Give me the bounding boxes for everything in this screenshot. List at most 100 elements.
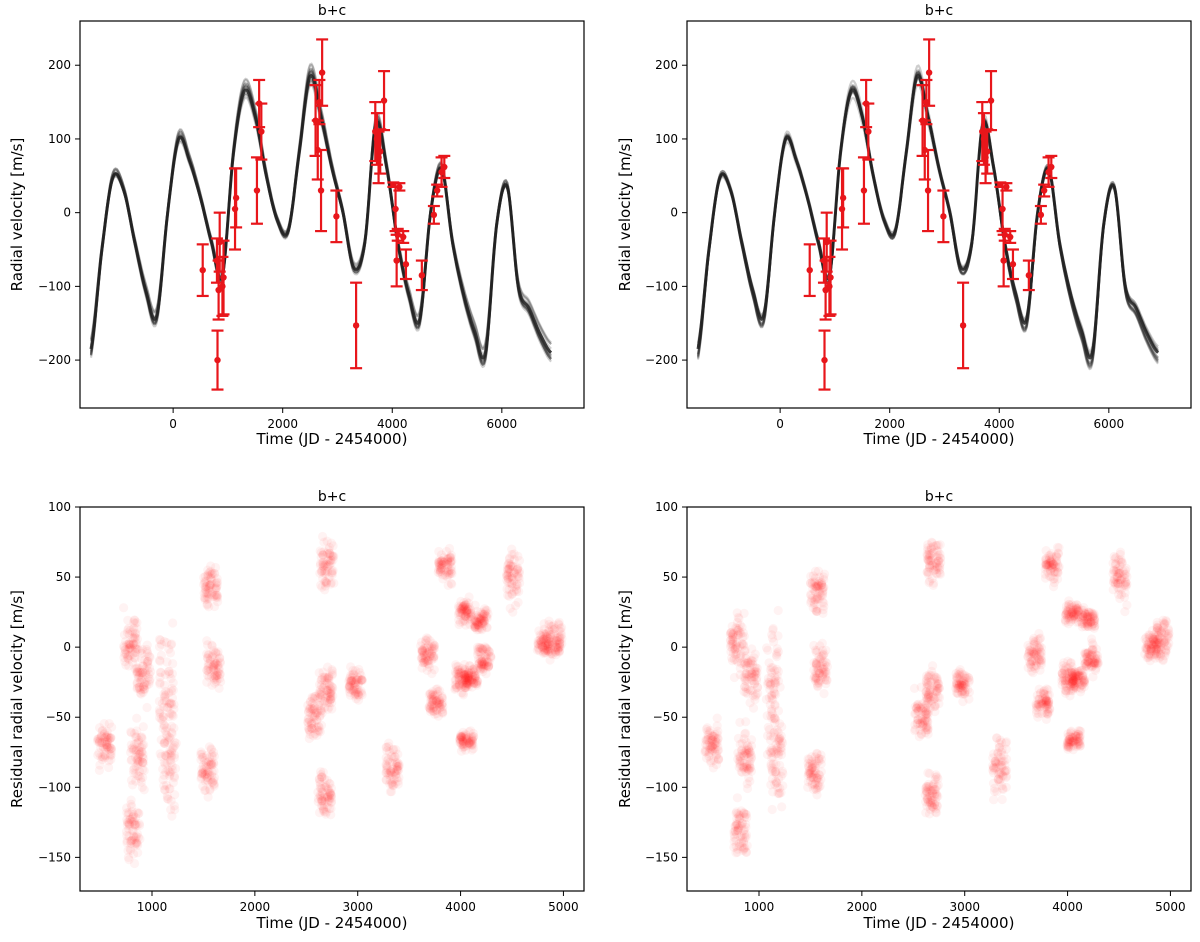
residual-point [463,676,473,687]
residual-point [456,739,466,750]
residual-point [447,579,457,589]
residual-point [383,770,393,780]
residual-point [166,686,176,696]
residual-point [163,703,173,713]
residual-point [166,748,177,758]
residual-point [166,674,176,684]
residual-point [321,781,331,791]
residual-point [429,652,439,662]
data-point [984,148,991,155]
residual-point [138,684,148,695]
residual-point [474,617,484,628]
residual-point [156,714,166,724]
data-point-errorbar [438,154,451,180]
residual-point [461,745,471,755]
residual-point [124,640,135,650]
residual-point [457,608,467,618]
residual-point [356,675,366,685]
residual-point [317,795,327,805]
residual-point [422,649,432,659]
residual-point [477,625,487,635]
residual-point [422,643,432,653]
residual-point [434,698,445,708]
residual-point [381,742,391,752]
residual-point [327,570,337,580]
x-tick-label: 4000 [1052,900,1083,914]
residual-point [1045,704,1055,714]
residual-point [1064,600,1074,610]
residual-point [133,848,143,858]
residual-point [387,751,397,761]
residual-point [161,751,171,761]
residual-point [207,652,217,662]
residual-point [169,801,179,811]
residual-point [315,808,325,818]
residual-point [513,597,523,608]
residual-point [170,741,180,751]
residual-point [313,725,323,735]
residual-point [124,824,134,834]
residual-point [459,604,469,614]
residual-point [137,734,147,744]
residual-point [139,758,149,768]
residual-point [317,675,327,685]
residual-point [316,552,326,562]
residual-point [1023,663,1033,673]
residual-point [100,750,110,760]
residual-point [171,738,181,748]
residual-point [467,735,477,745]
residual-point [458,737,468,747]
residual-point [417,645,427,655]
residual-point [463,609,473,619]
data-point-errorbar [1034,204,1047,225]
residual-point [313,794,323,804]
residual-point [205,658,215,669]
residual-point [164,735,174,745]
residual-point [470,675,480,685]
y-tick-label: 200 [655,58,678,72]
residual-point [212,671,222,681]
residual-point [158,764,168,774]
residual-point [458,679,468,689]
residual-point [467,675,477,685]
residual-point [313,693,323,703]
residual-point [320,796,330,806]
residual-point [197,769,207,779]
residual-point [324,680,334,690]
residual-point [475,614,486,625]
residual-point [461,669,471,679]
panel-3: 1000 2000 3000 4000 5000−150−100−50050100b+c… [8,489,585,932]
residual-point [207,767,217,777]
residual-point [165,648,176,658]
residual-point [202,773,212,783]
residual-point [458,735,468,746]
residual-point [315,680,325,690]
residual-point [327,682,337,692]
residual-point [417,654,427,664]
residual-point [169,753,179,763]
residual-point [393,761,403,771]
residual-point [738,632,748,642]
y-tick-label: 100 [655,500,678,514]
residual-point [94,748,104,758]
residual-point [472,680,482,690]
residual-point [102,727,112,737]
residual-point [470,672,480,682]
residual-point [169,737,180,747]
residual-point [201,582,211,592]
residual-point [100,728,110,738]
residual-point [128,780,138,790]
residual-point [119,641,129,651]
residual-point [326,810,336,820]
residual-point [125,814,135,824]
data-point [258,128,265,135]
plot-area [696,38,1160,391]
residual-point [95,760,105,770]
residual-point [122,838,132,848]
residual-point [732,608,742,618]
residual-point [421,656,432,667]
residual-point [156,735,166,745]
residual-point [423,659,433,669]
residual-point [159,689,169,699]
residual-point [97,754,107,765]
